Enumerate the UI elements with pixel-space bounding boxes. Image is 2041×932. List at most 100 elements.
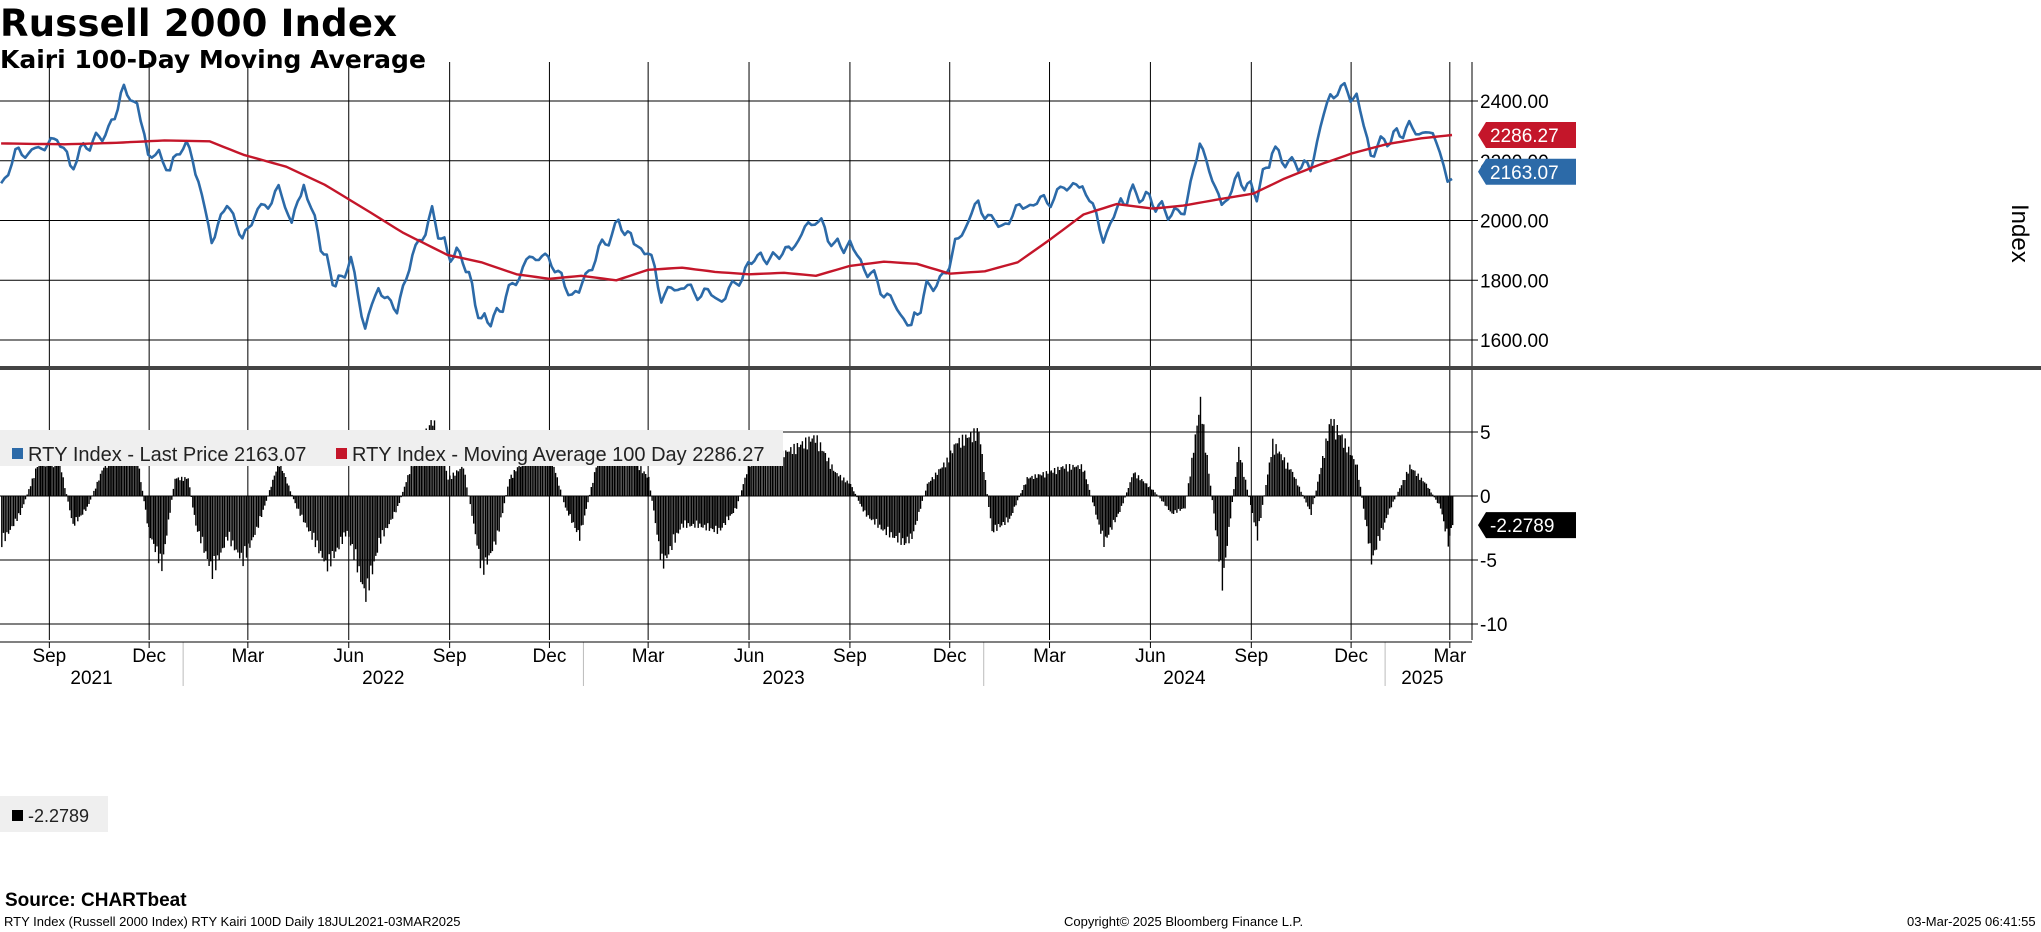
kairi-bar (1191, 457, 1193, 496)
kairi-bar (26, 494, 28, 496)
kairi-bar (250, 496, 253, 541)
kairi-bar (524, 454, 527, 496)
kairi-bar (138, 468, 141, 496)
kairi-bar (128, 451, 131, 496)
kairi-bar (1031, 475, 1033, 496)
kairi-bar (1189, 476, 1191, 496)
kairi-bar (454, 475, 456, 496)
kairi-bar (456, 470, 458, 496)
lower-y-tick-label: 5 (1480, 423, 1491, 444)
last-price-tag-text: 2163.07 (1490, 163, 1559, 184)
kairi-bar (1300, 491, 1302, 496)
kairi-bar (1208, 473, 1210, 496)
kairi-bar (1349, 455, 1352, 496)
kairi-bar (1402, 480, 1404, 496)
kairi-bar (774, 456, 777, 496)
kairi-bar (469, 496, 471, 505)
kairi-bar (1390, 496, 1393, 508)
kairi-bar (759, 446, 761, 496)
kairi-bar (903, 496, 906, 545)
kairi-bar (143, 496, 145, 502)
kairi-bar (955, 443, 957, 496)
kairi-bar (577, 496, 579, 531)
x-month-label: Jun (333, 646, 364, 667)
kairi-bar (821, 450, 823, 496)
kairi-bar (933, 479, 935, 496)
kairi-bar (1001, 496, 1003, 526)
kairi-bar (137, 465, 139, 496)
kairi-bar (926, 483, 929, 496)
kairi-bar (831, 464, 833, 496)
kairi-bar (484, 496, 487, 558)
kairi-bar (1354, 464, 1357, 496)
kairi-bar (179, 480, 181, 496)
kairi-bar (1298, 486, 1301, 496)
source-note: Source: CHARTbeat (5, 890, 187, 911)
kairi-bar (466, 487, 468, 496)
kairi-bar (727, 496, 730, 521)
kairi-bar (597, 464, 599, 496)
kairi-bar (664, 496, 666, 556)
kairi-bar (1179, 496, 1181, 511)
kairi-bar (1049, 471, 1051, 496)
kairi-bar (373, 496, 375, 562)
kairi-bar (171, 496, 173, 500)
kairi-bar (1225, 496, 1227, 558)
kairi-bar (1199, 396, 1202, 496)
kairi-bar (1415, 476, 1418, 496)
kairi-bar (978, 432, 980, 496)
kairi-bar (1342, 447, 1345, 496)
kairi-bar (1380, 496, 1383, 528)
kairi-bar (898, 496, 901, 533)
kairi-bar (1050, 470, 1052, 496)
kairi-bar (192, 496, 194, 508)
kairi-bar (1209, 485, 1212, 496)
kairi-bar (971, 442, 974, 496)
kairi-bar (127, 438, 129, 496)
kairi-bar (93, 490, 95, 496)
kairi-bar (994, 496, 996, 525)
kairi-bar (59, 462, 61, 496)
kairi-bar (1100, 496, 1102, 534)
kairi-bar (162, 496, 165, 555)
kairi-bar (1152, 489, 1154, 496)
kairi-bar (572, 496, 575, 523)
kairi-bar (687, 496, 689, 524)
kairi-bar (521, 458, 523, 496)
kairi-bar (1236, 462, 1238, 496)
kairi-bar (344, 496, 347, 537)
kairi-bar (839, 474, 842, 496)
kairi-bar (69, 496, 71, 511)
kairi-bar (752, 453, 755, 496)
kairi-bar (869, 496, 871, 519)
kairi-bar (1280, 454, 1282, 496)
kairi-bar (228, 496, 231, 532)
kairi-bar (407, 475, 409, 496)
kairi-bar (1344, 438, 1346, 496)
kairi-bar (548, 444, 550, 496)
kairi-bar (1312, 496, 1314, 505)
kairi-bar (135, 455, 137, 496)
kairi-bar (490, 496, 492, 554)
kairi-bar (189, 487, 191, 496)
kairi-bar (281, 470, 284, 496)
kairi-bar (1077, 465, 1079, 496)
kairi-bar (659, 496, 662, 561)
kairi-bar (148, 496, 150, 527)
kairi-bar (1450, 496, 1452, 528)
kairi-bar (766, 453, 768, 496)
kairi-bar (1194, 434, 1196, 496)
kairi-bar (54, 459, 56, 496)
kairi-bar (645, 474, 647, 496)
kairi-bar (1328, 424, 1330, 496)
kairi-bar (580, 496, 583, 526)
kairi-bar (29, 486, 32, 496)
kairi-bar (707, 496, 709, 524)
kairi-bar (939, 468, 942, 496)
kairi-bar (602, 456, 604, 496)
kairi-bar (360, 496, 362, 583)
kairi-bar (754, 440, 756, 496)
kairi-bar (751, 451, 753, 496)
kairi-bar (221, 496, 224, 549)
kairi-bar (1137, 475, 1140, 496)
